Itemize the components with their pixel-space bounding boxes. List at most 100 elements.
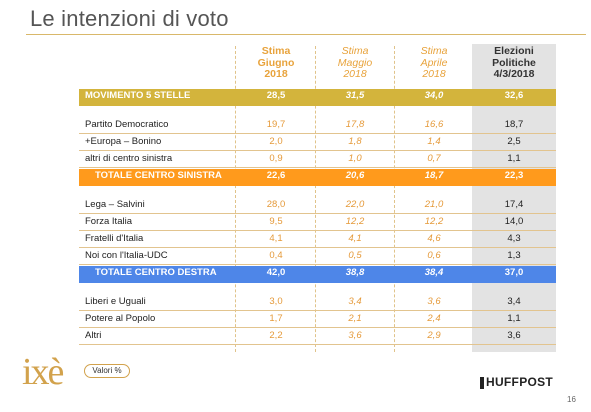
table-cell: 14,0 [504, 216, 524, 227]
table-cell: 2,4 [427, 313, 441, 324]
huffpost-mark-icon [480, 377, 484, 389]
row-label: Lega – Salvini [85, 199, 145, 210]
column-header-line: Stima [341, 45, 369, 57]
table-cell: 9,5 [269, 216, 283, 227]
table-cell: 22,6 [266, 170, 286, 181]
table-cell: 32,6 [504, 90, 524, 101]
table-cell: 34,0 [424, 90, 444, 101]
table-cell: 0,5 [348, 250, 362, 261]
row-label: Partito Democratico [85, 119, 169, 130]
table-cell: 37,0 [504, 267, 524, 278]
column-header-line: Elezioni [494, 45, 534, 57]
table-row: Potere al Popolo 1,7 2,1 2,4 1,1 [79, 312, 556, 328]
page-number: 16 [567, 395, 576, 404]
table-cell: 31,5 [345, 90, 365, 101]
title-divider [26, 34, 586, 35]
table-cell: 1,4 [427, 136, 441, 147]
table-cell: 3,0 [269, 296, 283, 307]
table-row: +Europa – Bonino 2,0 1,8 1,4 2,5 [79, 135, 556, 151]
table-cell: 3,4 [507, 296, 521, 307]
table-cell: 28,5 [266, 90, 286, 101]
table-row: Partito Democratico 19,7 17,8 16,6 18,7 [79, 118, 556, 134]
table-cell: 1,7 [269, 313, 283, 324]
table-cell: 3,6 [427, 296, 441, 307]
row-label: TOTALE CENTRO SINISTRA [95, 170, 222, 181]
row-label: Noi con l'Italia-UDC [85, 250, 168, 261]
table-cell: 3,6 [507, 330, 521, 341]
column-header: Stima Maggio 2018 [315, 45, 395, 81]
table-cell: 0,6 [427, 250, 441, 261]
column-header-line: Stima [420, 45, 448, 57]
table-cell: 3,6 [348, 330, 362, 341]
huffpost-brand: HUFFPOST [486, 375, 554, 389]
unit-pill: Valori % [84, 364, 130, 378]
table-cell: 17,4 [504, 199, 524, 210]
table-cell: 19,7 [266, 119, 286, 130]
table-cell: 1,8 [348, 136, 362, 147]
table-row: Forza Italia 9,5 12,2 12,2 14,0 [79, 215, 556, 231]
column-header-line: 2018 [264, 68, 288, 80]
column-header: Stima Giugno 2018 [236, 45, 316, 81]
row-label: +Europa – Bonino [85, 136, 162, 147]
table-cell: 20,6 [345, 170, 365, 181]
table-cell: 22,0 [345, 199, 365, 210]
table-row: Liberi e Uguali 3,0 3,4 3,6 3,4 [79, 295, 556, 311]
table-cell: 22,3 [504, 170, 524, 181]
page-title: Le intenzioni di voto [30, 6, 229, 31]
column-header-line: Maggio [337, 56, 373, 69]
table-row: Noi con l'Italia-UDC 0,4 0,5 0,6 1,3 [79, 249, 556, 265]
table-row: Altri 2,2 3,6 2,9 3,6 [79, 329, 556, 345]
row-label: Liberi e Uguali [85, 296, 146, 307]
table-cell: 0,9 [269, 153, 283, 164]
column-header-line: 2018 [422, 68, 446, 80]
column-header-line: Stima [261, 45, 291, 57]
table-cell: 2,0 [269, 136, 283, 147]
column-header-line: 2018 [343, 68, 367, 80]
table-cell: 0,4 [269, 250, 283, 261]
table-cell: 18,7 [504, 119, 524, 130]
table-cell: 1,0 [348, 153, 362, 164]
column-header: Stima Aprile 2018 [394, 45, 474, 81]
table-row: Lega – Salvini 28,0 22,0 21,0 17,4 [79, 198, 556, 214]
row-label: MOVIMENTO 5 STELLE [85, 90, 191, 101]
table-cell: 17,8 [345, 119, 365, 130]
table-cell: 4,1 [269, 233, 283, 244]
column-header-line: Politiche [492, 56, 536, 69]
row-label: altri di centro sinistra [85, 153, 173, 164]
table-cell: 42,0 [266, 267, 286, 278]
table-cell: 1,3 [507, 250, 521, 261]
table-cell: 12,2 [424, 216, 444, 227]
table-row: altri di centro sinistra 0,9 1,0 0,7 1,1 [79, 152, 556, 168]
table-row: Fratelli d'Italia 4,1 4,1 4,6 4,3 [79, 232, 556, 248]
table-cell: 0,7 [427, 153, 441, 164]
table-total-row: TOTALE CENTRO DESTRA 42,0 38,8 38,4 37,0 [79, 266, 556, 283]
row-label: TOTALE CENTRO DESTRA [95, 267, 217, 278]
table-cell: 28,0 [266, 199, 286, 210]
column-header-line: Giugno [257, 56, 295, 69]
table-cell: 38,8 [345, 267, 365, 278]
table-cell: 3,4 [348, 296, 362, 307]
table-cell: 2,5 [507, 136, 521, 147]
row-label: Potere al Popolo [85, 313, 156, 324]
table-cell: 4,1 [348, 233, 362, 244]
column-header: Elezioni Politiche 4/3/2018 [474, 45, 554, 81]
table-cell: 2,9 [427, 330, 441, 341]
table-cell: 4,6 [427, 233, 441, 244]
row-label: Fratelli d'Italia [85, 233, 144, 244]
row-label: Forza Italia [85, 216, 132, 227]
table-cell: 4,3 [507, 233, 521, 244]
table-cell: 38,4 [424, 267, 444, 278]
column-separator [235, 46, 236, 352]
row-label: Altri [85, 330, 102, 341]
table-cell: 1,1 [507, 153, 521, 164]
column-separator [394, 46, 395, 352]
table-cell: 2,2 [269, 330, 283, 341]
table-cell: 2,1 [348, 313, 362, 324]
table-cell: 21,0 [424, 199, 444, 210]
table-cell: 1,1 [507, 313, 521, 324]
ixe-logo: ixè [22, 351, 64, 393]
table-cell: 16,6 [424, 119, 444, 130]
table-total-row: MOVIMENTO 5 STELLE 28,5 31,5 34,0 32,6 [79, 89, 556, 106]
table-cell: 18,7 [424, 170, 444, 181]
column-separator [315, 46, 316, 352]
